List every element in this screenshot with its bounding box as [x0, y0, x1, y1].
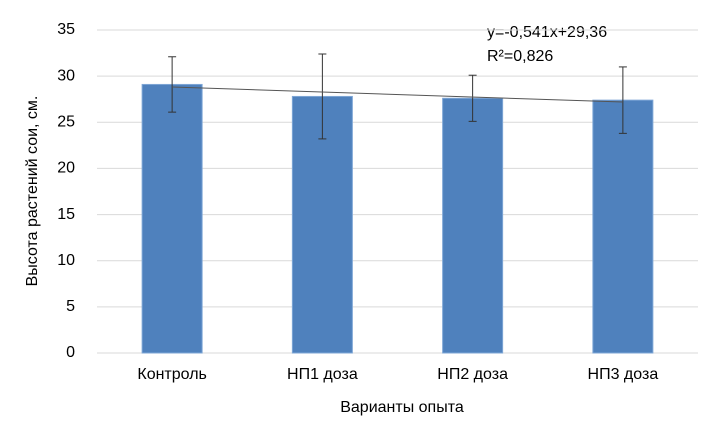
- x-tick-label: НП1 доза: [287, 366, 358, 383]
- y-tick-label: 10: [57, 252, 75, 269]
- y-tick-label: 35: [57, 21, 75, 38]
- error-bar: [168, 56, 177, 113]
- bar: [592, 99, 654, 354]
- x-axis-title: Варианты опыта: [340, 399, 464, 416]
- y-tick-label: 15: [57, 206, 75, 223]
- error-bar: [618, 66, 627, 134]
- error-bar: [318, 53, 327, 140]
- trend-equation: y=-0,541x+29,36: [487, 24, 607, 41]
- error-bar: [468, 74, 477, 122]
- bar: [442, 97, 504, 354]
- y-tick-label: 30: [57, 67, 75, 84]
- y-tick-label: 25: [57, 114, 75, 131]
- trend-r2: R²=0,826: [487, 48, 553, 65]
- y-tick-label: 20: [57, 160, 75, 177]
- y-axis-title: Высота растений сои, см.: [24, 96, 41, 287]
- bar: [141, 83, 203, 354]
- x-tick-label: НП2 доза: [437, 366, 508, 383]
- x-tick-label: НП3 доза: [588, 366, 659, 383]
- y-tick-label: 0: [66, 344, 75, 361]
- y-tick-label: 5: [66, 298, 75, 315]
- x-tick-label: Контроль: [137, 366, 207, 383]
- trend-line: [172, 86, 623, 103]
